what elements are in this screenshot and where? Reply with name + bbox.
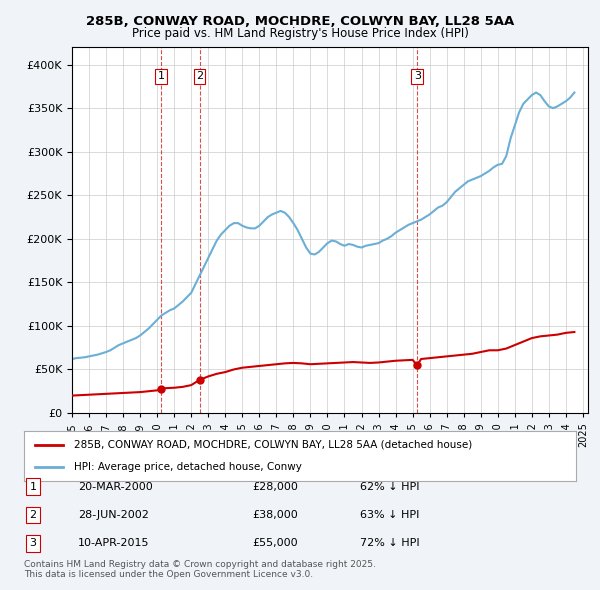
Text: £28,000: £28,000: [252, 482, 298, 491]
Text: 1: 1: [157, 71, 164, 81]
Text: 285B, CONWAY ROAD, MOCHDRE, COLWYN BAY, LL28 5AA (detached house): 285B, CONWAY ROAD, MOCHDRE, COLWYN BAY, …: [74, 440, 472, 450]
Text: 2: 2: [196, 71, 203, 81]
Text: £55,000: £55,000: [252, 539, 298, 548]
Text: 3: 3: [29, 539, 37, 548]
Text: £38,000: £38,000: [252, 510, 298, 520]
Text: 62% ↓ HPI: 62% ↓ HPI: [360, 482, 419, 491]
Text: 63% ↓ HPI: 63% ↓ HPI: [360, 510, 419, 520]
Text: 1: 1: [29, 482, 37, 491]
Text: 72% ↓ HPI: 72% ↓ HPI: [360, 539, 419, 548]
Text: 285B, CONWAY ROAD, MOCHDRE, COLWYN BAY, LL28 5AA: 285B, CONWAY ROAD, MOCHDRE, COLWYN BAY, …: [86, 15, 514, 28]
Text: Contains HM Land Registry data © Crown copyright and database right 2025.
This d: Contains HM Land Registry data © Crown c…: [24, 560, 376, 579]
Text: 3: 3: [413, 71, 421, 81]
Text: HPI: Average price, detached house, Conwy: HPI: Average price, detached house, Conw…: [74, 462, 302, 472]
Text: 10-APR-2015: 10-APR-2015: [78, 539, 149, 548]
Text: 20-MAR-2000: 20-MAR-2000: [78, 482, 153, 491]
Text: 2: 2: [29, 510, 37, 520]
Text: 28-JUN-2002: 28-JUN-2002: [78, 510, 149, 520]
Text: Price paid vs. HM Land Registry's House Price Index (HPI): Price paid vs. HM Land Registry's House …: [131, 27, 469, 40]
